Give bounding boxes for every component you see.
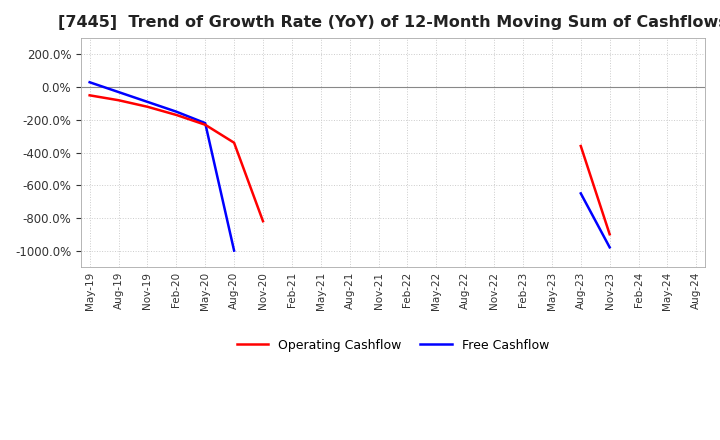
Line: Free Cashflow: Free Cashflow	[89, 82, 610, 251]
Legend: Operating Cashflow, Free Cashflow: Operating Cashflow, Free Cashflow	[232, 334, 554, 357]
Free Cashflow	[201, 121, 210, 126]
Free Cashflow	[230, 248, 238, 253]
Free Cashflow	[143, 99, 152, 105]
Operating Cashflow	[606, 231, 614, 237]
Operating Cashflow	[201, 122, 210, 128]
Operating Cashflow	[114, 98, 123, 103]
Operating Cashflow	[85, 93, 94, 98]
Operating Cashflow	[172, 112, 181, 117]
Free Cashflow	[114, 89, 123, 95]
Free Cashflow	[85, 80, 94, 85]
Free Cashflow	[172, 109, 181, 114]
Operating Cashflow	[143, 104, 152, 110]
Operating Cashflow	[577, 143, 585, 149]
Operating Cashflow	[258, 219, 267, 224]
Free Cashflow	[606, 245, 614, 250]
Free Cashflow	[577, 191, 585, 196]
Title: [7445]  Trend of Growth Rate (YoY) of 12-Month Moving Sum of Cashflows: [7445] Trend of Growth Rate (YoY) of 12-…	[58, 15, 720, 30]
Line: Operating Cashflow: Operating Cashflow	[89, 95, 610, 234]
Operating Cashflow	[230, 140, 238, 145]
